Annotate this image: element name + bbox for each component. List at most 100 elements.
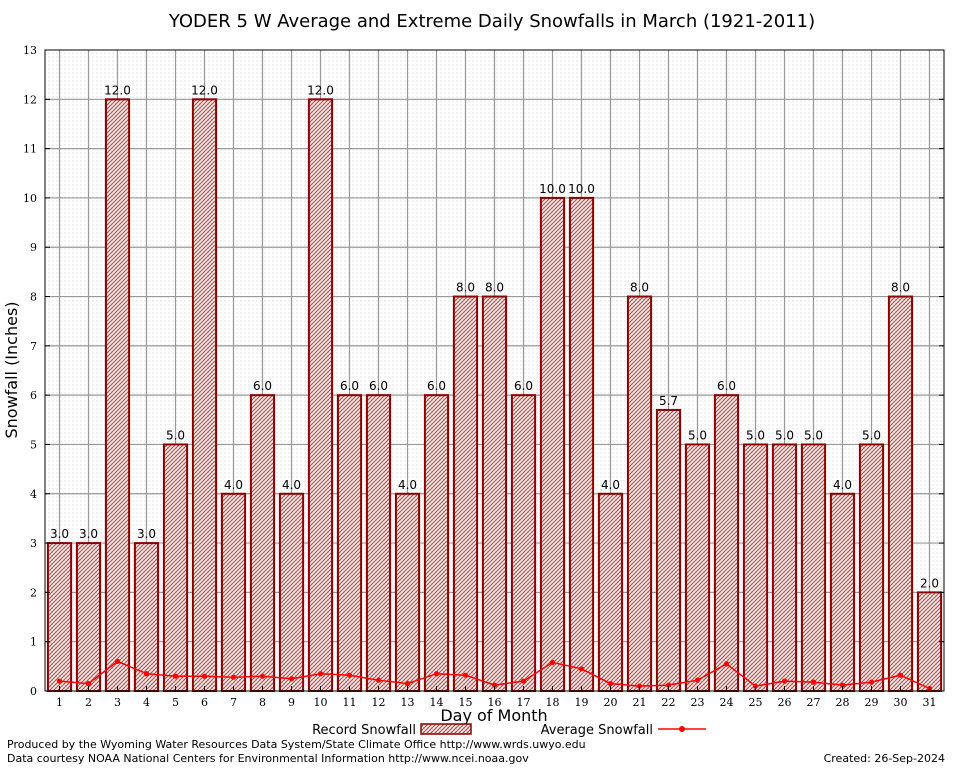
record-bar xyxy=(423,394,450,692)
x-tick-label: 28 xyxy=(836,696,850,709)
average-point xyxy=(143,671,150,677)
average-point xyxy=(868,679,875,685)
record-bar-label: 6.0 xyxy=(427,379,446,393)
average-point xyxy=(375,677,382,683)
average-point xyxy=(85,681,92,687)
record-bar-label: 6.0 xyxy=(514,379,533,393)
record-bar-label: 5.0 xyxy=(775,428,794,442)
average-point xyxy=(810,679,817,685)
average-point xyxy=(259,673,266,679)
record-bar-label: 10.0 xyxy=(568,182,595,196)
average-point xyxy=(201,673,208,679)
footer-credit-2: Data courtesy NOAA National Centers for … xyxy=(7,752,529,765)
record-bar xyxy=(887,295,914,692)
x-tick-label: 12 xyxy=(372,696,386,709)
x-tick-label: 20 xyxy=(604,696,618,709)
record-bar xyxy=(307,98,334,693)
record-bar xyxy=(655,408,682,692)
x-tick-label: 19 xyxy=(575,696,589,709)
record-bar xyxy=(452,295,479,692)
record-bar-label: 5.0 xyxy=(688,428,707,442)
average-point xyxy=(346,672,353,678)
record-bar xyxy=(336,394,363,692)
record-bar-label: 6.0 xyxy=(717,379,736,393)
record-bar xyxy=(597,492,624,692)
x-tick-label: 6 xyxy=(201,696,208,709)
x-tick-label: 3 xyxy=(114,696,121,709)
average-point xyxy=(897,672,904,678)
average-point xyxy=(288,676,295,682)
x-tick-label: 21 xyxy=(633,696,647,709)
x-tick-label: 14 xyxy=(430,696,444,709)
x-tick-label: 11 xyxy=(343,696,357,709)
record-bar-label: 8.0 xyxy=(891,281,910,295)
record-bar xyxy=(539,196,566,693)
legend: Record Snowfall Average Snowfall xyxy=(312,723,706,738)
x-tick-label: 31 xyxy=(923,696,937,709)
y-tick-label: 2 xyxy=(30,586,37,599)
record-bar xyxy=(394,492,421,692)
average-point xyxy=(839,682,846,688)
x-tick-label: 7 xyxy=(230,696,237,709)
y-tick-label: 12 xyxy=(23,93,37,106)
footer-created: Created: 26-Sep-2024 xyxy=(824,752,945,765)
x-tick-label: 9 xyxy=(288,696,295,709)
record-bar-label: 8.0 xyxy=(630,281,649,295)
record-bar-label: 12.0 xyxy=(191,83,218,97)
x-tick-label: 23 xyxy=(691,696,705,709)
legend-average-label: Average Snowfall xyxy=(541,723,653,738)
record-bar-label: 3.0 xyxy=(50,527,69,541)
record-bar-label: 6.0 xyxy=(253,379,272,393)
y-axis-label: Snowfall (Inches) xyxy=(2,301,21,438)
record-bar xyxy=(46,542,73,692)
average-point xyxy=(781,678,788,684)
record-bar xyxy=(75,542,102,692)
record-bar xyxy=(191,98,218,693)
x-tick-label: 22 xyxy=(662,696,676,709)
average-point xyxy=(694,677,701,683)
x-tick-label: 13 xyxy=(401,696,415,709)
y-tick-label: 10 xyxy=(23,192,37,205)
y-tick-label: 4 xyxy=(30,488,37,501)
record-bar xyxy=(684,443,711,693)
x-tick-label: 27 xyxy=(807,696,821,709)
average-point xyxy=(607,681,614,687)
average-point xyxy=(723,661,730,667)
average-point xyxy=(230,674,237,680)
x-tick-label: 25 xyxy=(749,696,763,709)
x-tick-label: 18 xyxy=(546,696,560,709)
x-tick-label: 30 xyxy=(894,696,908,709)
y-tick-label: 1 xyxy=(30,636,37,649)
average-point xyxy=(520,678,527,684)
x-tick-label: 17 xyxy=(517,696,531,709)
y-tick-label: 7 xyxy=(30,340,37,353)
record-bar xyxy=(568,196,595,693)
record-bar-label: 12.0 xyxy=(104,83,131,97)
y-tick-label: 9 xyxy=(30,241,37,254)
legend-average-marker xyxy=(679,726,685,732)
record-bar-label: 5.7 xyxy=(659,394,678,408)
record-bar xyxy=(162,443,189,693)
record-bar-label: 5.0 xyxy=(746,428,765,442)
x-tick-label: 8 xyxy=(259,696,266,709)
y-tick-label: 13 xyxy=(23,44,37,57)
record-bar xyxy=(858,443,885,693)
record-bar xyxy=(133,542,160,692)
legend-record-swatch xyxy=(420,723,472,735)
record-bar xyxy=(481,295,508,692)
record-bars xyxy=(46,98,943,693)
record-bar xyxy=(800,443,827,693)
x-tick-label: 24 xyxy=(720,696,734,709)
record-bar-label: 4.0 xyxy=(282,478,301,492)
average-point xyxy=(462,672,469,678)
record-bar-label: 4.0 xyxy=(601,478,620,492)
x-tick-label: 1 xyxy=(56,696,63,709)
x-tick-label: 4 xyxy=(143,696,150,709)
record-bar-label: 12.0 xyxy=(307,83,334,97)
average-point xyxy=(317,671,324,677)
average-point xyxy=(549,659,556,666)
x-axis-label: Day of Month xyxy=(440,706,547,725)
average-point xyxy=(433,671,440,677)
